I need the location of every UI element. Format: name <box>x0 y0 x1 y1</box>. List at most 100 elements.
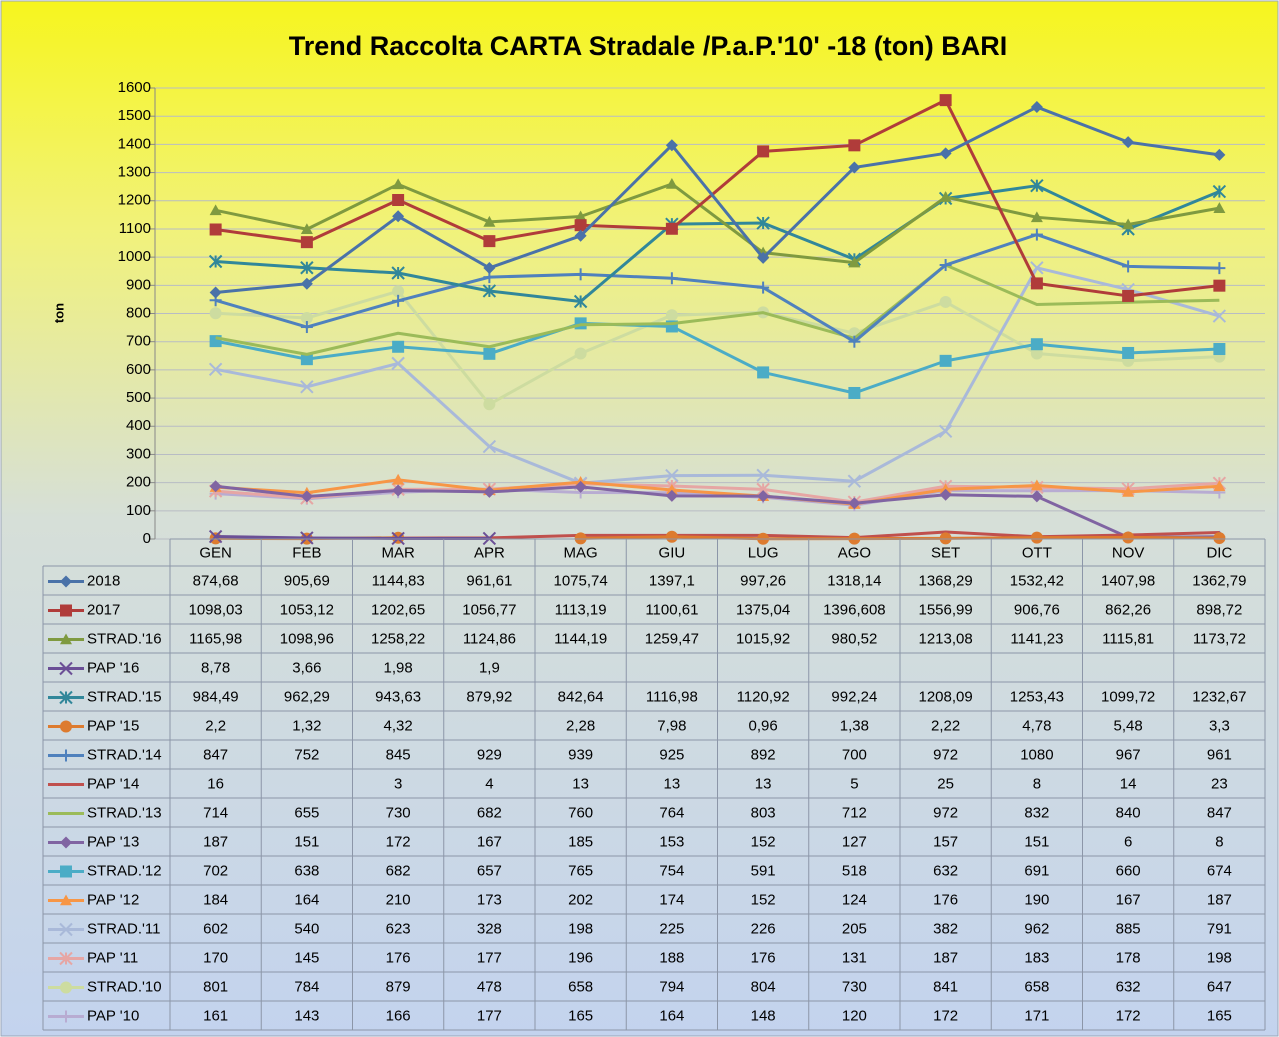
marker-shape <box>757 251 770 264</box>
table-cell: 210 <box>386 891 411 908</box>
marker <box>60 720 72 733</box>
table-cell: 23 <box>1211 775 1228 792</box>
marker-shape <box>665 530 678 543</box>
marker-shape <box>1030 101 1043 114</box>
marker <box>1213 202 1226 213</box>
table-cell: 905,69 <box>284 572 330 589</box>
legend-key <box>48 575 84 588</box>
marker <box>300 223 313 235</box>
marker-stroke <box>208 529 223 544</box>
marker <box>1030 347 1043 360</box>
marker-shape <box>392 340 405 353</box>
marker <box>209 480 222 493</box>
marker <box>665 139 678 152</box>
table-cell: 143 <box>294 1007 319 1024</box>
marker <box>391 266 405 280</box>
marker <box>1030 531 1043 544</box>
y-tick-label: 1300 <box>118 164 151 181</box>
table-cell: 164 <box>659 1007 684 1024</box>
marker-stroke <box>391 356 405 371</box>
legend-key <box>48 1010 84 1023</box>
marker-shape <box>60 865 72 878</box>
table-cell: 655 <box>294 804 319 821</box>
marker <box>392 340 405 353</box>
marker <box>1213 262 1226 275</box>
marker <box>1213 532 1226 545</box>
marker <box>574 268 587 281</box>
table-cell: 1141,23 <box>1010 630 1063 647</box>
marker <box>665 489 678 502</box>
marker <box>573 294 588 309</box>
table-cell: 178 <box>1116 949 1141 966</box>
table-cell: 1099,72 <box>1101 688 1155 705</box>
table-cell: 1375,04 <box>736 601 790 618</box>
y-tick-label: 100 <box>126 502 151 519</box>
legend-key <box>48 865 84 878</box>
marker <box>1030 101 1043 114</box>
table-cell: 165 <box>568 1007 593 1024</box>
table-cell: 714 <box>203 804 228 821</box>
series-line <box>398 530 1220 540</box>
marker-shape <box>300 277 313 290</box>
table-cell: 16 <box>207 775 224 792</box>
table-cell: 5,48 <box>1114 717 1143 734</box>
marker-shape <box>665 489 678 502</box>
marker-shape <box>1122 218 1135 230</box>
table-cell: 226 <box>751 920 776 937</box>
table-cell: 157 <box>933 833 958 850</box>
marker <box>392 285 405 298</box>
marker-shape <box>60 720 72 733</box>
legend-label: STRAD.'14 <box>87 746 162 763</box>
table-cell: 120 <box>842 1007 867 1024</box>
table-cell: 840 <box>1116 804 1141 821</box>
marker-shape <box>939 94 952 107</box>
table-cell: 177 <box>477 949 502 966</box>
marker <box>939 94 952 107</box>
y-tick-label: 0 <box>143 530 151 547</box>
marker <box>939 295 952 308</box>
table-cell: 172 <box>1116 1007 1141 1024</box>
table-cell: 127 <box>842 833 867 850</box>
marker-shape <box>574 480 587 493</box>
marker <box>1122 485 1135 497</box>
table-cell: 1165,98 <box>189 630 242 647</box>
marker <box>574 347 587 360</box>
marker <box>391 356 405 371</box>
marker <box>848 335 861 348</box>
marker-stroke <box>391 531 405 546</box>
marker-shape <box>60 981 72 994</box>
y-tick-label: 900 <box>126 276 151 293</box>
marker-shape <box>1122 531 1135 544</box>
marker-shape <box>1213 343 1226 356</box>
marker <box>574 219 587 232</box>
table-cell: 1407,98 <box>1101 572 1155 589</box>
table-cell: 198 <box>568 920 593 937</box>
table-cell: 712 <box>842 804 867 821</box>
marker-shape <box>392 194 405 207</box>
y-tick-label: 800 <box>126 304 151 321</box>
table-cell: 879,92 <box>466 688 512 705</box>
marker-shape <box>392 210 405 223</box>
marker-shape <box>60 836 72 849</box>
marker-shape <box>209 532 222 545</box>
legend-key <box>48 981 84 994</box>
table-cell: 1202,65 <box>371 601 425 618</box>
marker <box>60 836 72 849</box>
table-cell: 1098,96 <box>280 630 334 647</box>
marker <box>939 191 952 202</box>
table-cell: 632 <box>933 862 958 879</box>
table-cell: 1,9 <box>479 659 500 676</box>
marker <box>1122 218 1135 230</box>
table-cell: 892 <box>751 746 776 763</box>
table-cell: 1362,79 <box>1192 572 1246 589</box>
table-cell: 151 <box>294 833 319 850</box>
table-cell: 962,29 <box>284 688 330 705</box>
table-cell: 151 <box>1024 833 1049 850</box>
marker <box>1122 136 1135 149</box>
table-cell: 1015,92 <box>736 630 790 647</box>
marker <box>300 312 313 325</box>
table-cell: 185 <box>568 833 593 850</box>
marker <box>1122 260 1135 273</box>
marker <box>939 532 952 545</box>
